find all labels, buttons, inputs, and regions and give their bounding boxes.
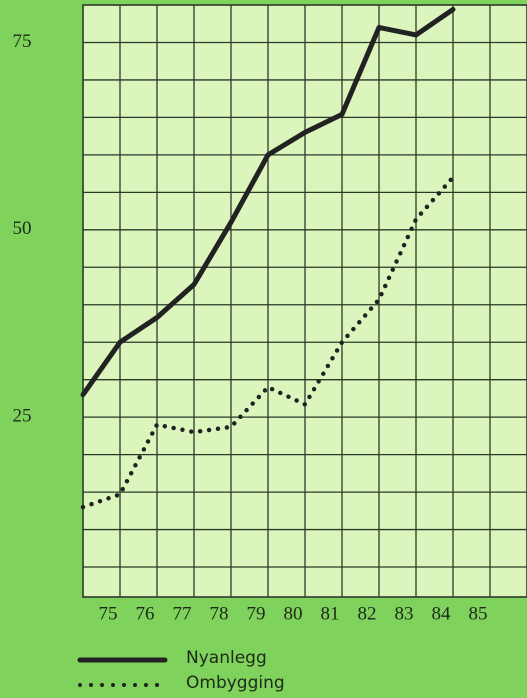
y-tick-label: 75	[13, 31, 32, 52]
x-tick-label: 77	[173, 603, 192, 624]
x-tick-label: 85	[469, 603, 488, 624]
series-line	[80, 6, 456, 398]
x-tick-label: 76	[136, 603, 155, 624]
x-tick-label: 75	[99, 603, 118, 624]
plot-border	[82, 4, 527, 598]
x-tick-label: 78	[210, 603, 229, 624]
x-tick-label: 81	[321, 603, 340, 624]
series-line	[80, 175, 456, 510]
x-tick-label: 82	[358, 603, 377, 624]
x-tick-label: 79	[247, 603, 266, 624]
x-tick-label: 84	[432, 603, 452, 624]
legend-label: Nyanlegg	[186, 648, 267, 668]
legend-label: Ombygging	[186, 673, 285, 693]
x-tick-label: 83	[395, 603, 414, 624]
x-tick-label: 80	[284, 603, 303, 624]
y-tick-label: 50	[13, 218, 32, 239]
y-tick-label: 25	[13, 406, 32, 427]
